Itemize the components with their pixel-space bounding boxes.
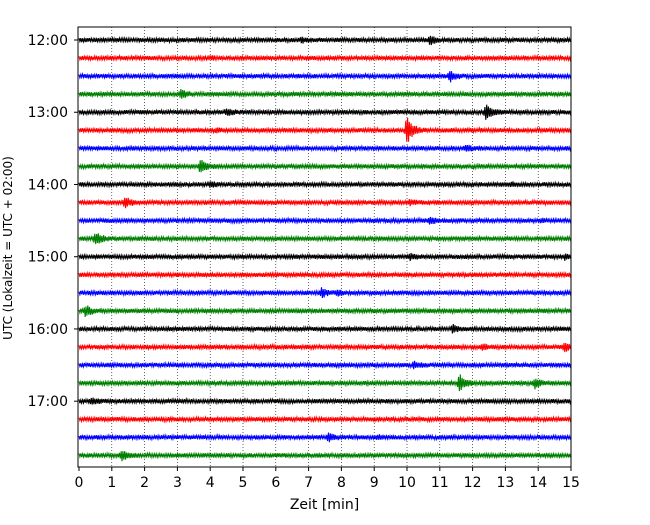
x-tick-label: 10	[398, 475, 416, 491]
trace-layer	[78, 35, 572, 462]
trace-line	[78, 197, 572, 209]
x-tick-label: 14	[529, 475, 547, 491]
x-tick-label: 4	[206, 475, 215, 491]
trace-line	[78, 374, 572, 392]
trace-line	[78, 180, 572, 189]
x-tick-label: 6	[271, 475, 280, 491]
axes-frame	[77, 26, 572, 468]
x-axis-title: Zeit [min]	[290, 497, 359, 513]
grid-layer	[111, 27, 539, 467]
trace-line	[78, 53, 572, 63]
x-tick-label: 2	[140, 475, 149, 491]
x-tick-label: 9	[370, 475, 379, 491]
y-tick-label: 16:00	[28, 322, 68, 338]
trace-line	[78, 451, 572, 462]
y-axis-title: UTC (Lokalzeit = UTC + 02:00)	[1, 156, 15, 340]
y-tick-label: 13:00	[28, 105, 68, 121]
x-tick-label: 12	[464, 475, 482, 491]
x-tick-label: 11	[431, 475, 449, 491]
trace-line	[78, 342, 572, 353]
tick-layer: 0 1 2 3 4 5 6 7 8 9 10 11 12 13 14 1512:0013:0014:0015:…	[28, 33, 580, 491]
x-tick-label: 7	[304, 475, 313, 491]
trace-line	[78, 287, 572, 298]
trace-line	[78, 323, 572, 334]
y-tick-label: 12:00	[28, 33, 68, 49]
trace-line	[78, 71, 572, 83]
trace-line	[78, 88, 572, 99]
trace-line	[78, 216, 572, 225]
trace-line	[78, 414, 572, 424]
trace-line	[78, 35, 572, 46]
x-tick-label: 8	[337, 475, 346, 491]
trace-line	[78, 305, 572, 317]
x-tick-label: 3	[173, 475, 182, 491]
y-tick-label: 17:00	[28, 394, 68, 410]
trace-line	[78, 252, 572, 262]
x-tick-label: 5	[239, 475, 248, 491]
trace-line	[78, 117, 572, 142]
trace-line	[78, 360, 572, 370]
y-tick-label: 14:00	[28, 177, 68, 193]
trace-line	[78, 160, 572, 173]
trace-line	[78, 432, 572, 443]
trace-line	[78, 270, 572, 280]
trace-line	[78, 144, 572, 153]
x-tick-label: 1	[107, 475, 116, 491]
x-tick-label: 0	[75, 475, 84, 491]
x-tick-label: 15	[562, 475, 580, 491]
y-tick-label: 15:00	[28, 250, 68, 266]
trace-line	[78, 396, 572, 406]
trace-line	[78, 233, 572, 245]
trace-line	[78, 104, 572, 120]
x-tick-label: 13	[496, 475, 514, 491]
